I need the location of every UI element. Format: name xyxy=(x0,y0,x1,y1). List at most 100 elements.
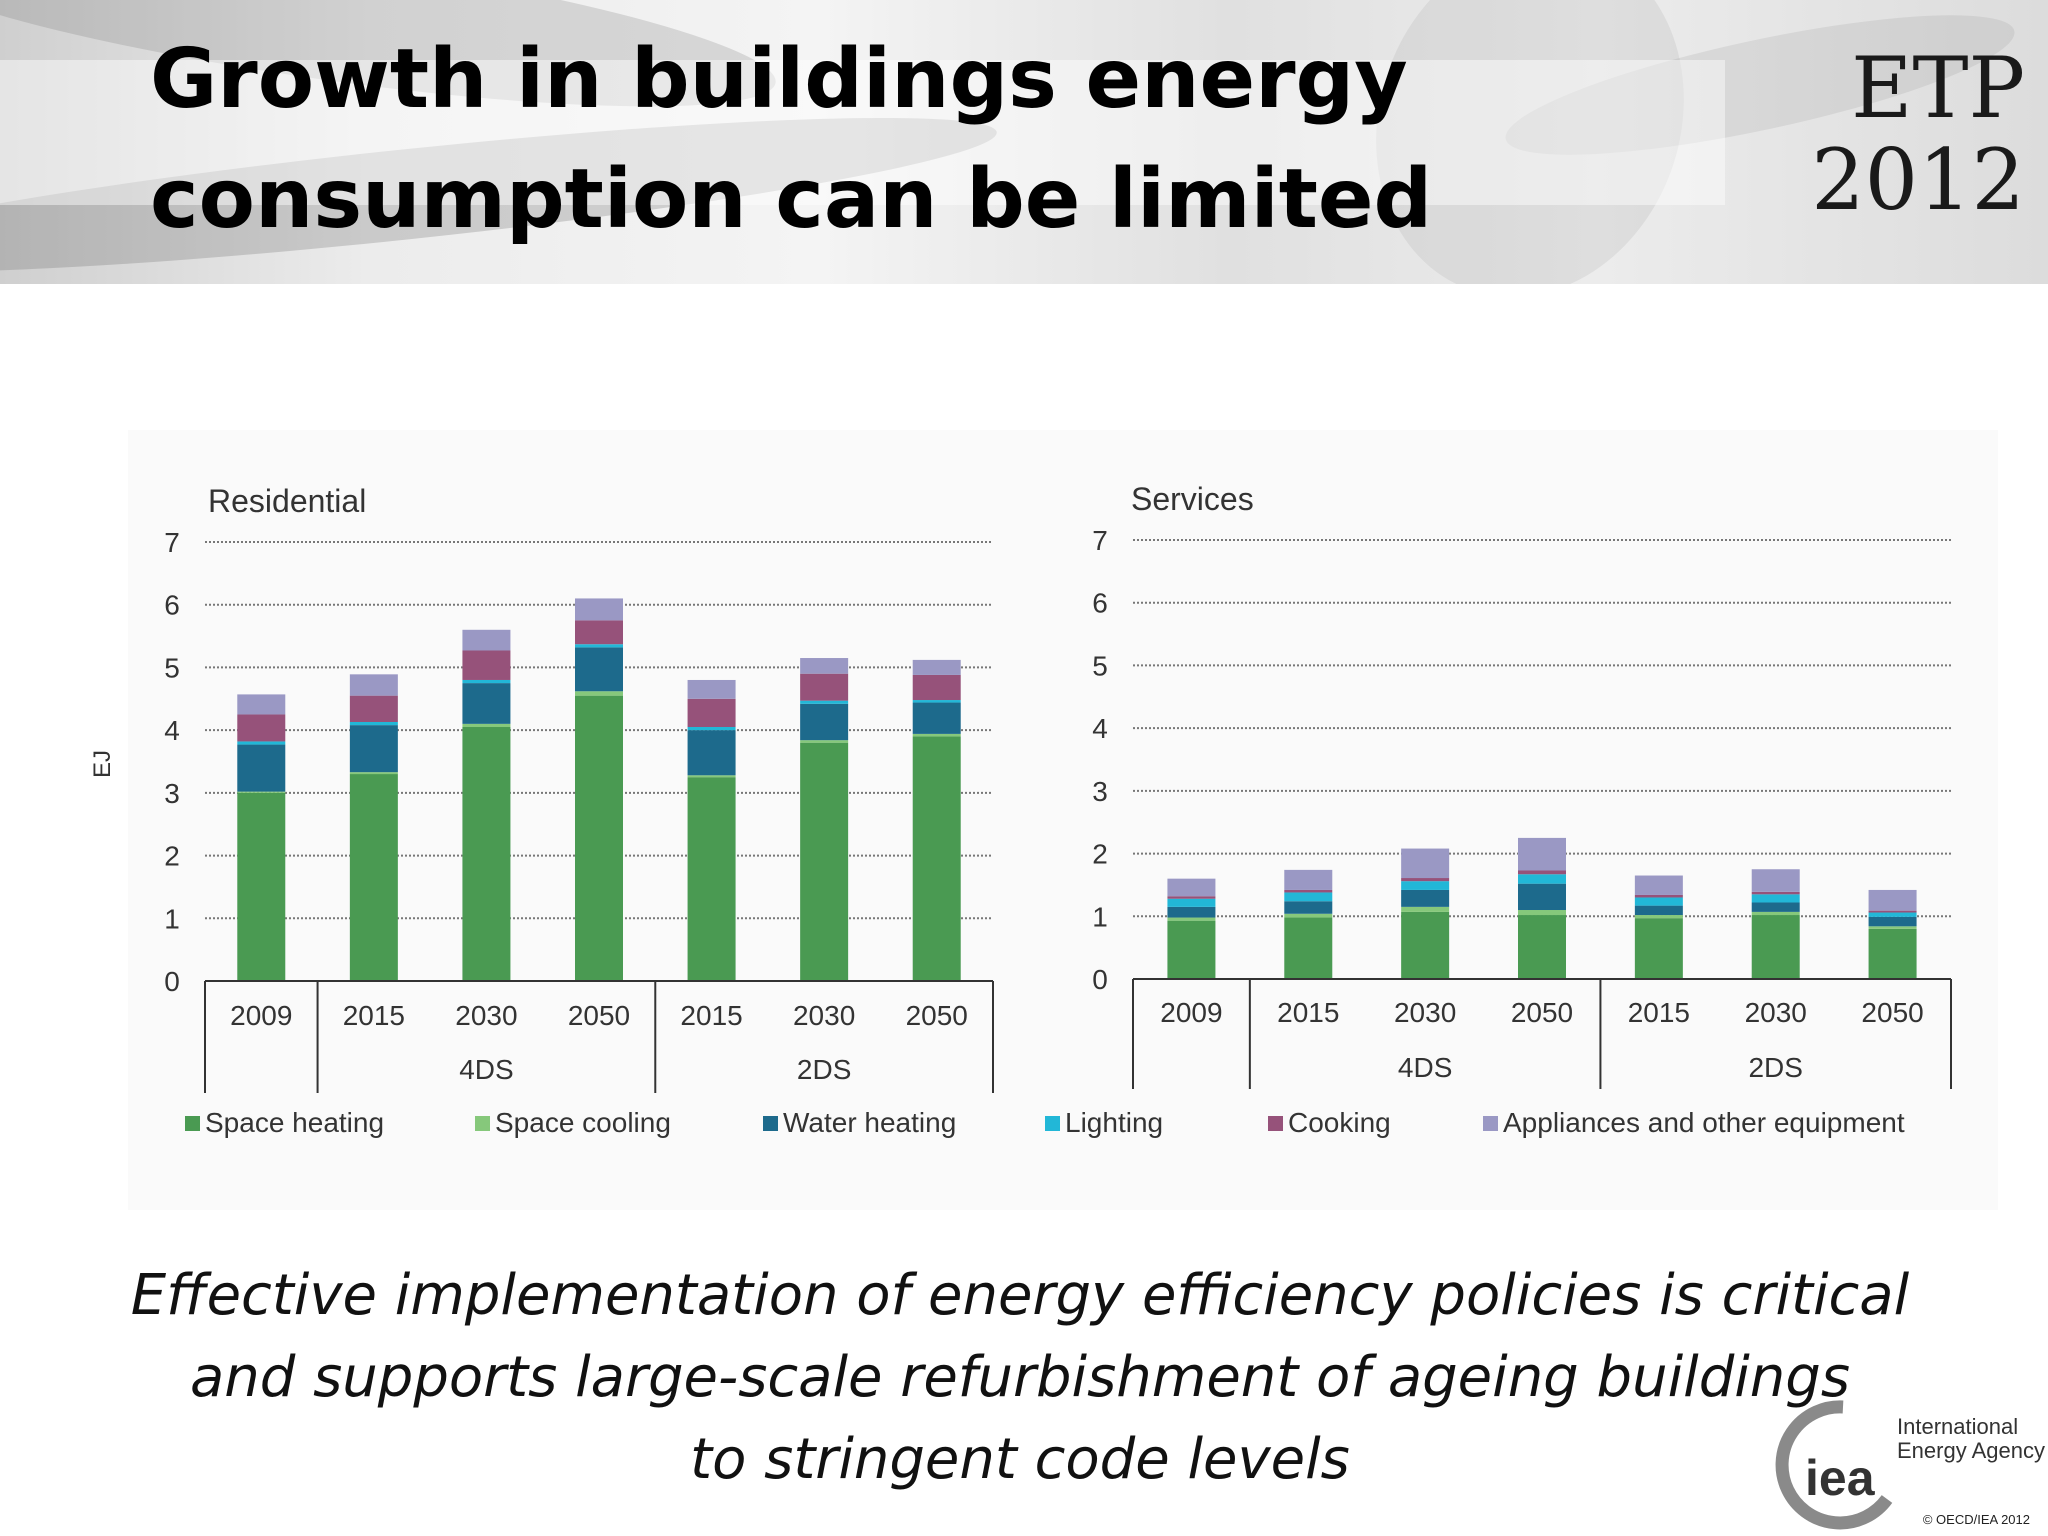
bar-segment xyxy=(575,691,623,696)
x-tick-label: 2050 xyxy=(1511,997,1573,1028)
iea-logo-arc xyxy=(1775,1400,1893,1530)
slide-header: Growth in buildings energy consumption c… xyxy=(0,0,2048,284)
iea-logo-text: iea xyxy=(1805,1450,1876,1506)
bar-segment xyxy=(800,742,849,981)
y-tick-label: 7 xyxy=(1092,525,1108,556)
legend-item: Space heating xyxy=(185,1107,384,1139)
x-tick-label: 2050 xyxy=(906,1000,968,1031)
bar-segment xyxy=(1868,889,1917,911)
bar-segment xyxy=(1634,918,1683,979)
x-tick-label: 2030 xyxy=(1745,997,1807,1028)
chart-title: Services xyxy=(1131,481,1254,517)
iea-logo: iea xyxy=(1775,1400,1893,1530)
bar-segment xyxy=(912,702,961,734)
bar-segment xyxy=(800,658,849,674)
bar-segment xyxy=(800,673,849,701)
bar-segment xyxy=(1284,913,1333,918)
bar-segment xyxy=(1634,894,1683,898)
bar-segment xyxy=(1284,869,1333,890)
y-tick-label: 5 xyxy=(164,652,180,683)
legend-label: Appliances and other equipment xyxy=(1503,1107,1905,1138)
legend-item: Space cooling xyxy=(475,1107,671,1139)
bar-segment xyxy=(1518,874,1566,884)
bar-segment xyxy=(912,674,961,701)
bar-segment xyxy=(1634,915,1683,919)
bar-segment xyxy=(462,727,511,981)
bar-segment xyxy=(1634,875,1683,895)
bar-segment xyxy=(349,725,398,773)
bar-segment xyxy=(237,791,286,793)
caption-line: and supports large-scale refurbishment o… xyxy=(189,1345,1851,1410)
bar-segment xyxy=(1284,901,1333,914)
org-name-line: Energy Agency xyxy=(1897,1438,2045,1463)
title-panel xyxy=(0,60,1725,205)
bar-segment xyxy=(912,659,961,675)
bar-segment xyxy=(1401,881,1450,890)
bar-segment xyxy=(349,695,398,722)
slide-title: Growth in buildings energy consumption c… xyxy=(150,20,1433,260)
bar-segment xyxy=(1167,920,1216,979)
x-tick-label: 2009 xyxy=(230,1000,292,1031)
bar-segment xyxy=(1167,898,1216,907)
bar-segment xyxy=(912,700,961,703)
x-tick-label: 2009 xyxy=(1160,997,1222,1028)
y-tick-label: 3 xyxy=(1092,776,1108,807)
legend-swatch xyxy=(1483,1115,1498,1131)
bar-segment xyxy=(462,683,511,724)
bar-segment xyxy=(1167,917,1216,921)
legend-item: Water heating xyxy=(763,1107,956,1139)
y-tick-label: 1 xyxy=(164,903,180,934)
bar-segment xyxy=(1518,870,1566,875)
legend-item: Cooking xyxy=(1268,1107,1391,1139)
caption-line: Effective implementation of energy effic… xyxy=(130,1263,1910,1328)
bar-segment xyxy=(1518,910,1566,916)
bar-segment xyxy=(575,620,623,645)
bar-segment xyxy=(237,694,286,715)
bar-segment xyxy=(349,772,398,775)
chart-legend: Space heating Space cooling Water heating L… xyxy=(185,1107,2025,1143)
legend-swatch xyxy=(185,1115,200,1131)
y-tick-label: 7 xyxy=(164,527,180,558)
bar-segment xyxy=(1868,928,1917,979)
bar-segment xyxy=(687,775,736,778)
bar-segment xyxy=(575,644,623,648)
x-tick-label: 2030 xyxy=(1394,997,1456,1028)
group-label: 4DS xyxy=(459,1054,513,1085)
y-tick-label: 4 xyxy=(1092,713,1108,744)
bar-segment xyxy=(237,714,286,742)
y-tick-label: 2 xyxy=(1092,839,1108,870)
bar-segment xyxy=(1518,883,1566,911)
bar-segment xyxy=(1751,911,1800,916)
bar-segment xyxy=(687,730,736,776)
y-axis-label: EJ xyxy=(89,750,116,778)
legend-swatch xyxy=(1268,1115,1283,1131)
bar-segment xyxy=(1634,897,1683,906)
bar-segment xyxy=(1401,848,1450,879)
bar-segment xyxy=(687,727,736,731)
bar-segment xyxy=(687,777,736,981)
bar-segment xyxy=(800,740,849,743)
bar-segment xyxy=(462,650,511,680)
bar-segment xyxy=(1868,916,1917,927)
bar-segment xyxy=(237,741,286,745)
y-tick-label: 1 xyxy=(1092,901,1108,932)
title-line: Growth in buildings energy xyxy=(150,32,1408,127)
group-label: 2DS xyxy=(797,1054,851,1085)
x-tick-label: 2030 xyxy=(455,1000,517,1031)
bar-segment xyxy=(1401,889,1450,907)
bar-segment xyxy=(1751,869,1800,892)
slide-caption: Effective implementation of energy effic… xyxy=(60,1255,1980,1501)
bar-segment xyxy=(1751,915,1800,979)
legend-label: Space heating xyxy=(205,1107,385,1138)
bar-segment xyxy=(800,703,849,741)
bar-segment xyxy=(462,723,511,728)
group-label: 4DS xyxy=(1398,1052,1452,1083)
bar-segment xyxy=(349,674,398,696)
title-line: consumption can be limited xyxy=(150,152,1433,247)
legend-label: Lighting xyxy=(1065,1107,1164,1138)
chart-title: Residential xyxy=(208,483,366,519)
bar-segment xyxy=(1401,878,1450,882)
bar-segment xyxy=(1167,896,1216,899)
x-tick-label: 2015 xyxy=(1628,997,1690,1028)
